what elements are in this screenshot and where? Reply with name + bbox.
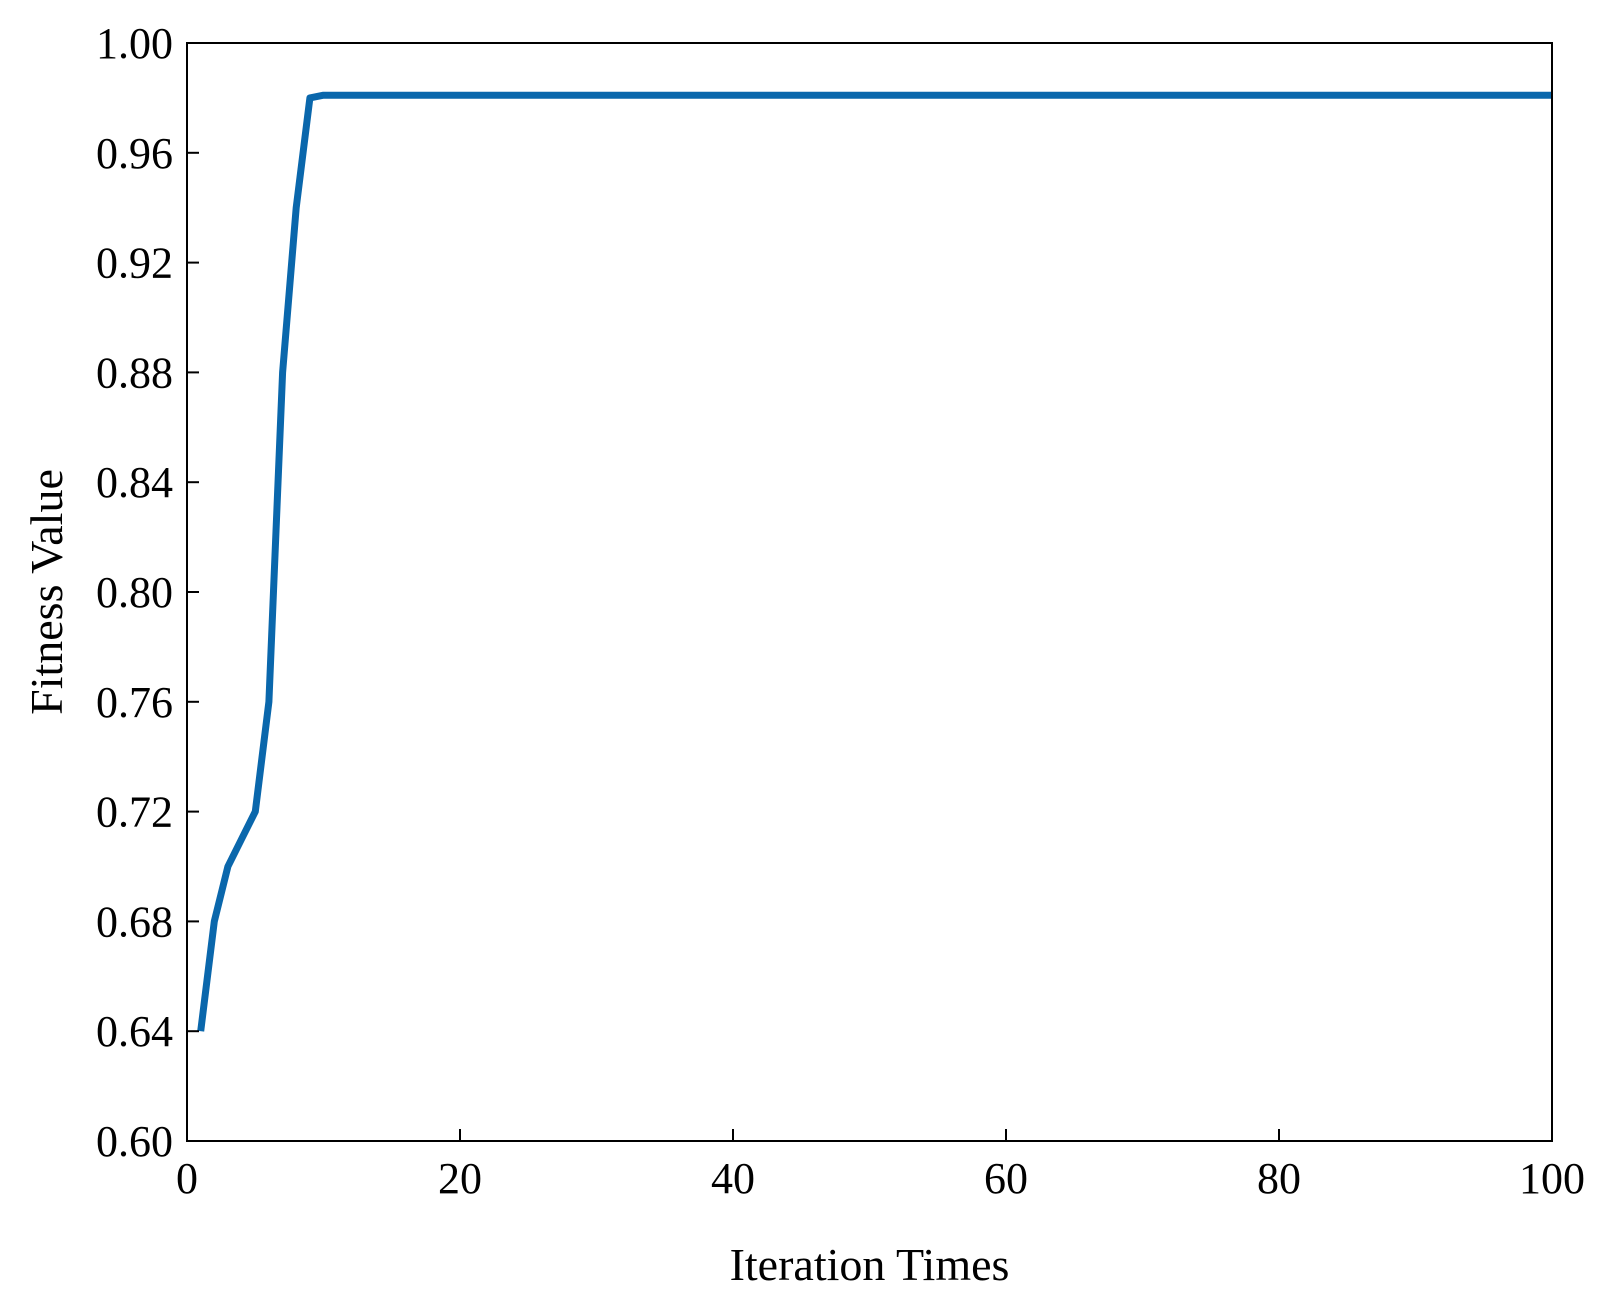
y-tick-label: 0.80 [96,568,173,617]
x-tick-label: 100 [1519,1154,1585,1203]
x-axis: 0 20 40 60 80 100 [176,1129,1585,1203]
y-tick-label: 0.92 [96,239,173,288]
x-axis-title: Iteration Times [730,1239,1010,1290]
series-line [197,91,1552,1032]
x-tick-label: 20 [438,1154,482,1203]
y-axis: 0.60 0.64 0.68 0.72 0.76 0.80 0.84 0.88 0.92 0.96… [96,19,199,1166]
x-tick-label: 80 [1257,1154,1301,1203]
y-tick-label: 0.84 [96,458,173,507]
y-tick-label: 0.88 [96,348,173,397]
plot-area [197,91,1552,1032]
y-tick-label: 0.68 [96,897,173,946]
x-tick-label: 40 [711,1154,755,1203]
y-tick-label: 0.76 [96,678,173,727]
x-tick-label: 0 [176,1154,198,1203]
y-tick-label: 0.72 [96,788,173,837]
plot-frame [186,42,1553,1142]
y-axis-title: Fitness Value [21,469,72,715]
y-tick-label: 0.96 [96,129,173,178]
y-tick-label: 1.00 [96,19,173,68]
y-tick-label: 0.64 [96,1007,173,1056]
y-tick-label: 0.60 [96,1117,173,1166]
x-tick-label: 60 [984,1154,1028,1203]
